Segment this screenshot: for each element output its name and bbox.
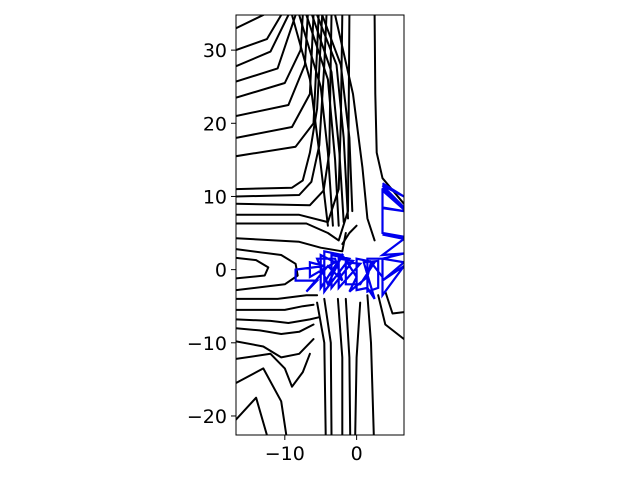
y-tick-label: −20 [187, 406, 227, 428]
contour-line [236, 15, 333, 207]
x-axis: −10 0 [265, 435, 363, 465]
y-tick-label: 0 [215, 260, 227, 282]
contour-line [384, 290, 404, 315]
y-tick-label: 10 [203, 186, 227, 208]
contour-line [236, 15, 351, 242]
contour-line [236, 294, 319, 300]
contour-line [298, 15, 334, 227]
contour-line [236, 15, 320, 158]
contour-lines [236, 15, 404, 435]
optimization-path [294, 182, 404, 300]
y-tick-label: −10 [187, 333, 227, 355]
y-axis: −20 −10 0 10 20 30 [187, 40, 236, 428]
contour-line [236, 15, 290, 68]
contour-line [236, 15, 265, 30]
x-tick-label: −10 [265, 443, 305, 465]
contour-line [354, 301, 362, 435]
contour-line [236, 323, 315, 335]
contour-line [236, 303, 315, 311]
contour-line [236, 316, 321, 324]
contour-line [236, 232, 347, 253]
contour-line [316, 15, 349, 220]
contour-line [236, 352, 311, 388]
contour-line [344, 297, 352, 435]
contour-line [236, 256, 270, 280]
contour-line [236, 15, 324, 191]
contour-line [236, 15, 344, 224]
contour-line [366, 294, 375, 435]
y-tick-label: 20 [203, 113, 227, 135]
axes-frame [235, 14, 405, 436]
contour-line [336, 297, 344, 435]
contour-line [236, 15, 297, 83]
contour-line [334, 15, 376, 242]
contour-line [236, 338, 315, 359]
contour-line [236, 15, 283, 52]
contour-line [323, 297, 333, 435]
contour-line [311, 15, 345, 224]
path-line [294, 182, 404, 300]
contour-line [316, 301, 327, 435]
contour-line [236, 367, 288, 435]
contour-line [377, 294, 404, 341]
contour-line [236, 15, 328, 198]
y-tick-label: 30 [203, 40, 227, 62]
contour-line [236, 396, 268, 435]
contour-line [341, 224, 358, 245]
contour-line [236, 15, 315, 139]
contour-line [236, 15, 304, 99]
x-tick-label: 0 [351, 443, 363, 465]
contour-line [236, 15, 309, 117]
